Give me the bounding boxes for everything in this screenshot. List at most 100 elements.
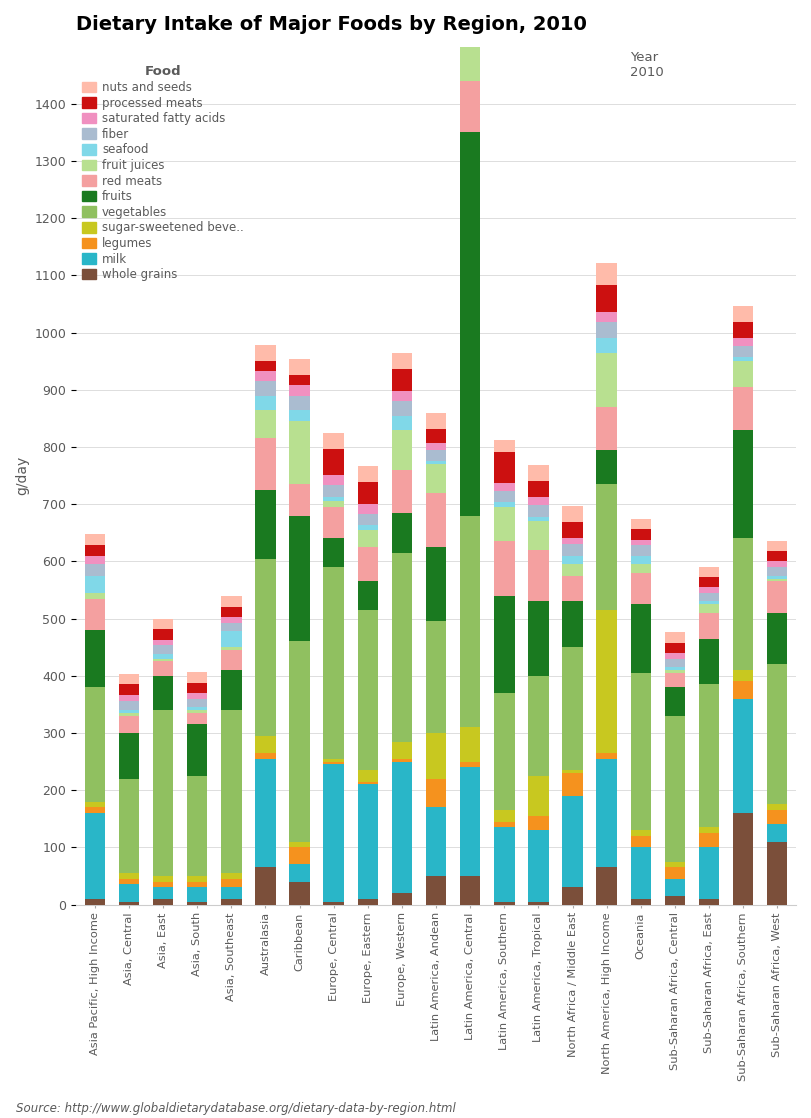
Bar [358, 530, 378, 547]
Bar [324, 496, 344, 501]
Bar [596, 752, 617, 759]
Bar [460, 761, 480, 767]
Bar [324, 434, 344, 449]
Bar [699, 613, 719, 638]
Bar [596, 352, 617, 407]
Bar [665, 653, 685, 659]
Bar [665, 643, 685, 653]
Bar [733, 347, 753, 357]
Bar [665, 688, 685, 716]
Bar [528, 505, 549, 517]
Bar [392, 429, 412, 470]
Bar [84, 802, 105, 807]
Bar [699, 827, 719, 833]
Bar [596, 484, 617, 610]
Bar [630, 565, 651, 572]
Bar [392, 391, 412, 401]
Bar [221, 632, 242, 647]
Bar [699, 833, 719, 847]
Bar [460, 132, 480, 515]
Bar [118, 684, 139, 694]
Bar [596, 322, 617, 339]
Bar [596, 759, 617, 868]
Bar [630, 546, 651, 556]
Bar [84, 534, 105, 546]
Bar [358, 899, 378, 904]
Bar [221, 607, 242, 617]
Bar [733, 357, 753, 361]
Bar [494, 827, 514, 901]
Bar [528, 498, 549, 505]
Bar [153, 629, 174, 639]
Bar [255, 559, 276, 736]
Bar [665, 716, 685, 862]
Bar [187, 875, 208, 882]
Bar [255, 381, 276, 396]
Bar [221, 899, 242, 904]
Bar [733, 429, 753, 539]
Bar [528, 521, 549, 550]
Bar [665, 862, 685, 868]
Bar [290, 515, 310, 642]
Bar [733, 339, 753, 347]
Bar [562, 647, 583, 770]
Bar [392, 759, 412, 761]
Bar [290, 421, 310, 484]
Bar [562, 770, 583, 773]
Bar [562, 576, 583, 601]
Bar [528, 776, 549, 816]
Bar [324, 759, 344, 761]
Bar [290, 642, 310, 842]
Bar [290, 484, 310, 515]
Bar [426, 875, 446, 904]
Bar [494, 693, 514, 811]
Bar [358, 785, 378, 899]
Bar [494, 452, 514, 483]
Bar [528, 831, 549, 901]
Bar [290, 386, 310, 396]
Bar [118, 873, 139, 879]
Y-axis label: g/day: g/day [15, 456, 29, 495]
Bar [426, 449, 446, 462]
Bar [358, 770, 378, 781]
Bar [392, 416, 412, 429]
Bar [426, 428, 446, 443]
Bar [494, 483, 514, 491]
Bar [290, 842, 310, 847]
Bar [630, 529, 651, 540]
Bar [767, 576, 787, 578]
Bar [494, 596, 514, 693]
Bar [324, 475, 344, 485]
Bar [767, 551, 787, 561]
Bar [324, 765, 344, 901]
Bar [153, 675, 174, 710]
Bar [84, 576, 105, 593]
Bar [767, 578, 787, 581]
Bar [767, 842, 787, 904]
Bar [665, 896, 685, 904]
Bar [153, 654, 174, 659]
Bar [630, 604, 651, 673]
Bar [699, 638, 719, 684]
Bar [392, 513, 412, 552]
Bar [153, 639, 174, 645]
Bar [324, 485, 344, 496]
Text: Dietary Intake of Major Foods by Region, 2010: Dietary Intake of Major Foods by Region,… [76, 15, 587, 34]
Bar [699, 684, 719, 827]
Bar [630, 899, 651, 904]
Bar [290, 375, 310, 386]
Bar [221, 879, 242, 888]
Bar [118, 713, 139, 716]
Bar [426, 547, 446, 622]
Bar [153, 659, 174, 662]
Bar [460, 875, 480, 904]
Bar [494, 811, 514, 822]
Bar [358, 547, 378, 581]
Bar [84, 899, 105, 904]
Bar [290, 410, 310, 421]
Bar [630, 831, 651, 836]
Bar [358, 503, 378, 514]
Bar [596, 407, 617, 449]
Bar [733, 322, 753, 339]
Bar [767, 805, 787, 811]
